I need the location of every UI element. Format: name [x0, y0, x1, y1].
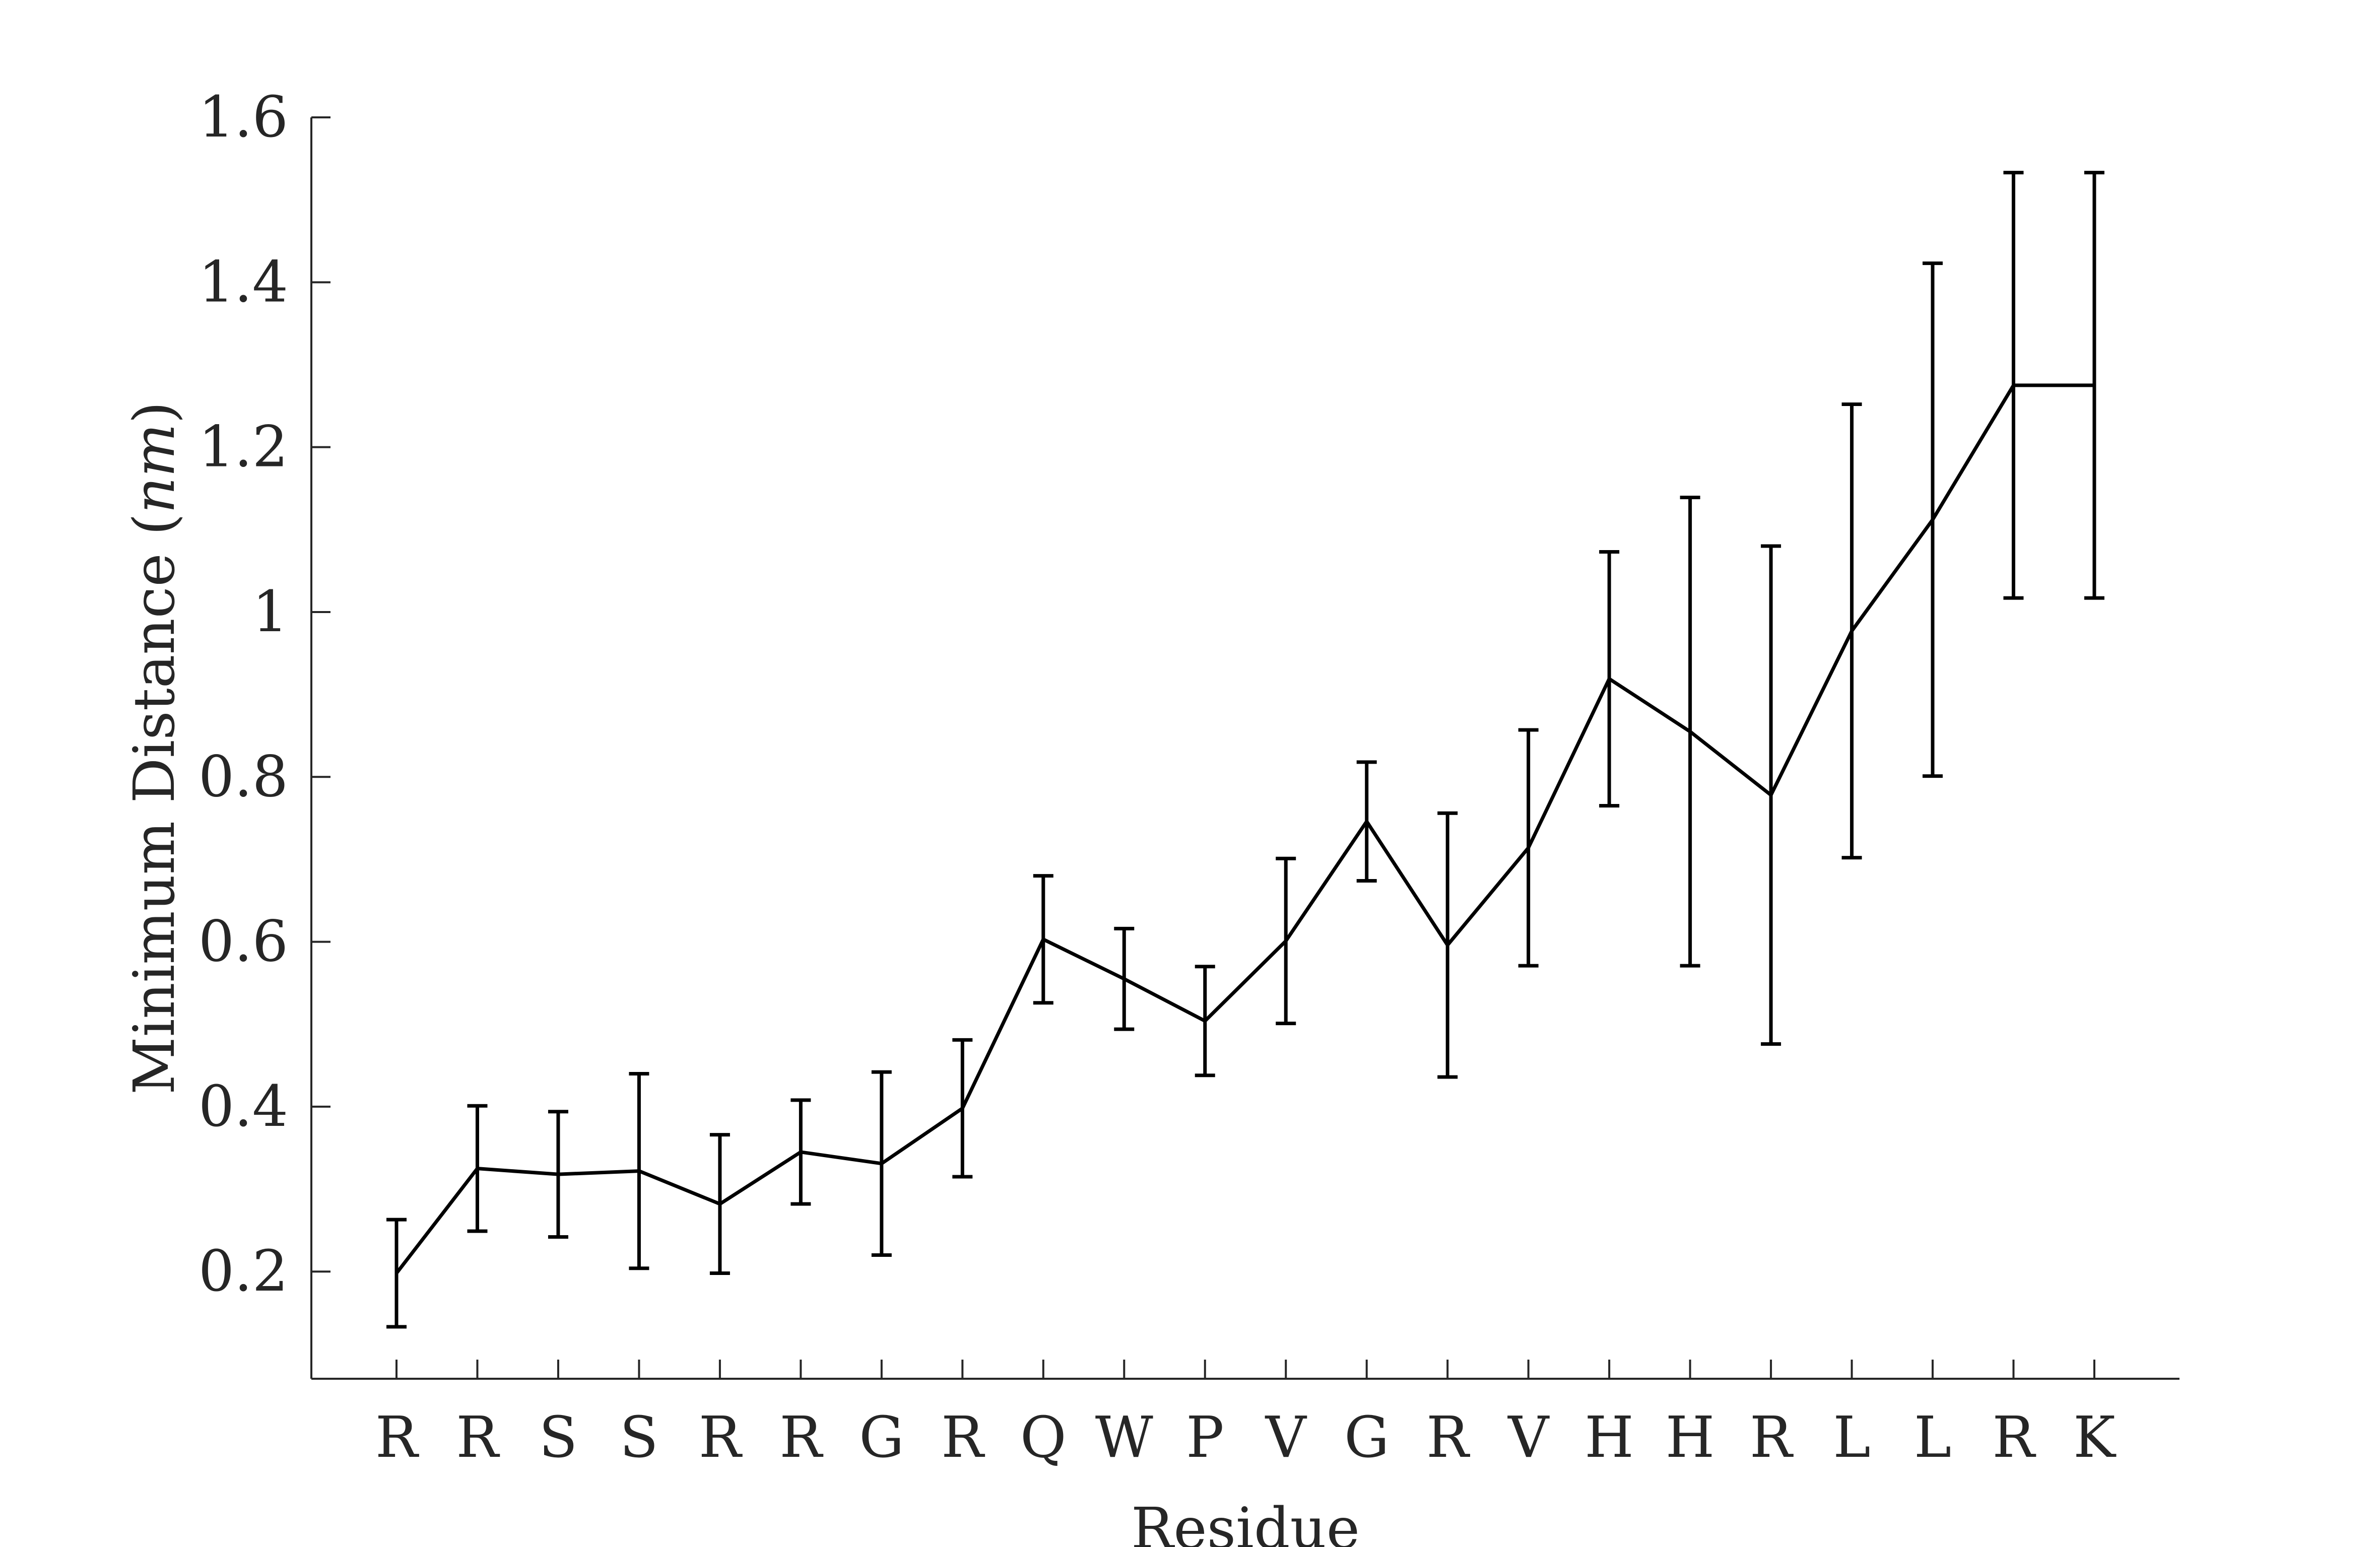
- y-tick-label: 0.4: [199, 1074, 288, 1139]
- y-tick-label: 0.6: [199, 909, 288, 975]
- axes: [310, 117, 2179, 1380]
- x-tick-label: R: [941, 1405, 985, 1470]
- x-tick-label: S: [620, 1405, 658, 1470]
- series: [395, 383, 2094, 1274]
- y-tick-label: 0.2: [199, 1239, 288, 1304]
- y-tick-label: 1.4: [199, 249, 288, 315]
- x-tick-label: H: [1584, 1405, 1634, 1470]
- y-axis-label-unit: nm: [122, 424, 187, 513]
- x-tick-label: R: [1992, 1405, 2036, 1470]
- x-tick-label: G: [1344, 1405, 1389, 1470]
- y-axis-label-main: Minimum Distance (: [122, 513, 187, 1095]
- x-tick-label: G: [859, 1405, 904, 1470]
- y-tick-label: 1: [252, 579, 288, 645]
- x-tick-label: S: [539, 1405, 578, 1470]
- x-tick-label: L: [1914, 1405, 1951, 1470]
- x-tick-label: R: [375, 1405, 420, 1470]
- x-axis-label: Residue: [1131, 1496, 1360, 1547]
- y-tick-label: 1.6: [199, 85, 288, 150]
- x-tick-label: V: [1265, 1405, 1307, 1470]
- x-tick-label: R: [1750, 1405, 1794, 1470]
- x-tick-label: R: [456, 1405, 500, 1470]
- x-tick-label: R: [779, 1405, 824, 1470]
- x-tick-label: H: [1666, 1405, 1715, 1470]
- x-tick-label: K: [2073, 1405, 2117, 1470]
- x-tick-label: R: [1426, 1405, 1471, 1470]
- y-ticks: 0.2 0.4 0.6 0.8 1 1.2 1.4 1.6: [199, 85, 330, 1304]
- x-tick-label: V: [1507, 1405, 1550, 1470]
- y-tick-label: 1.2: [199, 415, 288, 480]
- x-tick-label: L: [1833, 1405, 1870, 1470]
- y-tick-label: 0.8: [199, 744, 288, 810]
- x-tick-label: P: [1186, 1405, 1224, 1470]
- error-bars: [386, 171, 2104, 1329]
- y-axis-label-close: ): [122, 401, 187, 424]
- series-line: [395, 383, 2094, 1274]
- x-tick-label: W: [1095, 1405, 1153, 1470]
- x-tick-label: R: [699, 1405, 743, 1470]
- y-axis-label: Minimum Distance (nm): [122, 401, 187, 1095]
- x-tick-label: Q: [1020, 1405, 1067, 1470]
